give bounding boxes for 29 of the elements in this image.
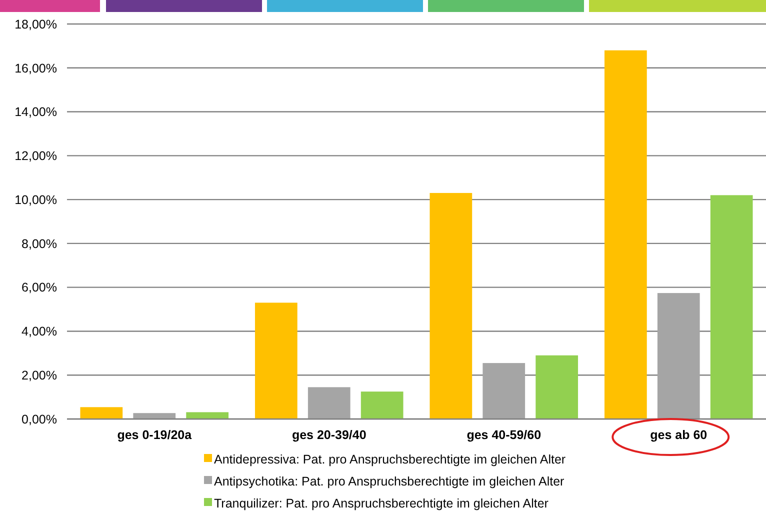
- bar: [133, 413, 176, 419]
- y-tick-label: 4,00%: [22, 324, 57, 339]
- y-tick-label: 14,00%: [14, 105, 57, 120]
- bar: [360, 392, 404, 419]
- legend-label: Tranquilizer: Pat. pro Anspruchsberechtigte im gleichen Alter: [214, 496, 548, 510]
- bar: [308, 387, 350, 419]
- y-tick-label: 16,00%: [14, 61, 57, 76]
- y-tick-label: 12,00%: [14, 149, 57, 164]
- x-tick-label: ges ab 60: [650, 428, 708, 442]
- bar: [482, 363, 526, 419]
- bar: [604, 50, 647, 419]
- x-tick-label: ges 40-59/60: [466, 428, 542, 442]
- x-tick-label: ges 0-19/20a: [117, 428, 193, 442]
- legend-label: Antidepressiva: Pat. pro Anspruchsberechtigte im gleichen Alter: [214, 452, 566, 466]
- bar: [186, 412, 229, 419]
- bar: [254, 302, 298, 419]
- y-tick-label: 8,00%: [22, 236, 57, 251]
- y-tick-label: 0,00%: [22, 412, 57, 426]
- x-tick-label: ges 20-39/40: [292, 428, 366, 442]
- bar: [430, 192, 472, 419]
- y-tick-label: 10,00%: [14, 192, 57, 207]
- bar: [80, 407, 123, 419]
- legend-label: Antipsychotika: Pat. pro Anspruchsberechtigte im gleichen Alter: [214, 474, 564, 488]
- bar: [657, 293, 700, 419]
- bar: [536, 355, 578, 419]
- bar: [710, 195, 753, 419]
- y-tick-label: 6,00%: [22, 280, 57, 295]
- y-tick-label: 2,00%: [22, 368, 57, 382]
- y-tick-label: 18,00%: [14, 17, 57, 32]
